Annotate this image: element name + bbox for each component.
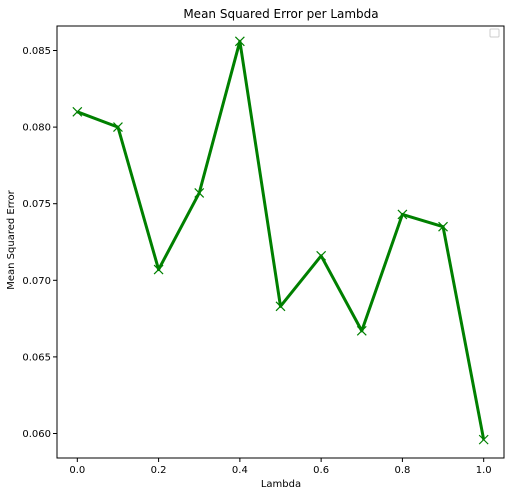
data-point-marker [194, 188, 205, 198]
data-point-marker [234, 36, 245, 47]
data-point-marker [275, 301, 286, 312]
x-tick-label: 0.6 [313, 465, 329, 476]
data-point-marker [478, 434, 489, 445]
data-point-marker [438, 221, 448, 232]
data-point-marker [153, 264, 164, 275]
series-line [76, 39, 486, 440]
x-tick-label: 0.8 [394, 465, 410, 476]
y-tick-label: 0.065 [22, 352, 51, 363]
plot-area: 0.0 0.2 0.4 0.6 0.8 1.0 0.060 0.065 0.070 0.075 0.… [22, 25, 505, 476]
x-tick-label: 1.0 [476, 465, 492, 476]
x-tick-label: 0.2 [151, 465, 167, 476]
x-tick-label: 0.0 [69, 465, 85, 476]
data-point-marker [113, 122, 123, 133]
y-tick-label: 0.075 [22, 199, 51, 210]
y-axis-label: Mean Squared Error [6, 189, 17, 289]
y-tick-label: 0.085 [22, 46, 51, 57]
data-point-marker [397, 209, 408, 220]
x-axis-label: Lambda [261, 479, 301, 490]
chart-title: Mean Squared Error per Lambda [183, 7, 378, 21]
y-tick-label: 0.060 [22, 429, 51, 440]
y-tick-label: 0.070 [22, 276, 51, 287]
y-tick-label: 0.080 [22, 123, 51, 134]
x-tick-label: 0.4 [232, 465, 248, 476]
data-point-marker [356, 325, 367, 336]
axes-frame [56, 25, 505, 459]
data-point-marker [316, 250, 327, 261]
data-point-marker [72, 106, 83, 117]
legend-box [489, 28, 500, 38]
